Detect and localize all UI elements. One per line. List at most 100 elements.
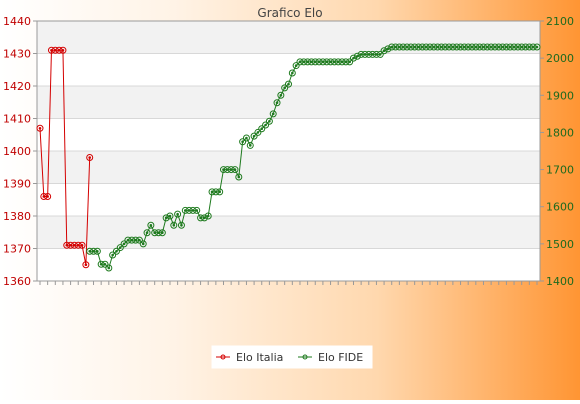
legend-label-elo-italia: Elo Italia [236,351,283,364]
data-point [376,50,384,58]
data-point [349,54,357,62]
data-point [143,229,151,237]
data-point [112,247,120,255]
left-axis-tick-label: 1380 [3,210,31,223]
data-point [36,124,44,132]
data-point [254,128,262,136]
legend-label-elo-fide: Elo FIDE [318,351,363,364]
data-point [158,229,166,237]
data-point [216,188,224,196]
data-point-core [46,195,49,198]
data-point-core [118,246,122,249]
data-point [120,240,128,248]
data-point [281,84,289,92]
data-point [193,206,201,214]
data-point-core [111,253,114,257]
data-point-core [275,101,279,105]
right-axis-tick-label: 1400 [546,275,574,288]
data-point [242,134,250,142]
data-point-core [241,140,244,144]
data-point-core [145,231,149,235]
left-axis-tick-label: 1370 [3,243,31,256]
right-axis-tick-label: 1700 [546,164,574,177]
data-point-core [149,223,153,227]
data-point [384,45,392,53]
data-point-core [115,249,118,253]
data-point-core [248,144,252,147]
data-point-core [233,168,237,171]
data-point [269,110,277,118]
data-point-core [122,242,126,246]
legend-item-elo-fide: Elo FIDE [298,351,363,364]
data-point-core [218,190,221,194]
data-point-core [206,214,210,218]
data-point [177,221,185,229]
data-point [200,214,208,222]
data-point [116,244,124,252]
data-point-core [168,214,172,218]
data-point [288,69,296,77]
data-point-core [283,86,286,90]
x-axis [39,281,538,285]
data-point [105,264,113,272]
data-point [82,261,90,269]
data-point-core [161,231,164,235]
right-axis-tick-label: 1500 [546,238,574,251]
data-point-core [252,134,256,138]
left-axis-tick-label: 1390 [3,178,31,191]
legend-box [211,345,373,369]
data-point-core [260,127,264,131]
data-point-core [103,262,107,266]
data-point [533,43,541,51]
data-point-core [84,263,88,267]
left-axis-tick-label: 1430 [3,48,31,61]
right-axis-tick-label: 1900 [546,89,574,102]
left-axis-tick-label: 1360 [3,275,31,288]
data-point [93,247,101,255]
right-axis-tick-label: 1600 [546,201,574,214]
data-point-core [176,212,179,216]
data-point [277,91,285,99]
legend-item-elo-italia: Elo Italia [216,351,283,364]
data-point [86,154,94,161]
data-point-core [96,249,99,253]
data-point-core [245,136,248,140]
data-point-core [264,123,267,127]
data-point [174,210,182,218]
grid-band [37,86,540,119]
data-point [265,117,273,125]
data-point-core [38,126,42,130]
data-point [78,241,86,249]
data-point [380,47,388,55]
series-line [89,46,537,269]
data-point-core [279,93,283,97]
left-axis-tick-label: 1400 [3,145,31,158]
chart-title: Grafico Elo [257,6,322,20]
data-point [109,251,117,259]
data-point [166,212,174,220]
data-point-core [291,71,294,75]
data-point [59,46,67,54]
data-point [170,221,178,229]
data-point [353,52,361,60]
data-point [239,138,247,146]
data-point [44,193,52,200]
grid-bands [37,21,540,249]
data-point [139,240,147,248]
data-point-core [256,131,260,134]
data-point [250,132,258,140]
right-axis-tick-label: 2100 [546,15,574,28]
series-elo-italia [36,46,94,269]
data-point-core [268,119,271,123]
right-axis-tick-label: 2000 [546,52,574,65]
data-point-core [237,175,241,179]
data-point-core [61,48,65,52]
left-axis-tick-label: 1410 [3,113,31,126]
data-point-core [80,243,84,247]
data-point [162,214,170,222]
data-point-core [294,64,298,67]
grid-band [37,21,540,54]
left-axis-tick-label: 1420 [3,80,31,93]
data-point-core [348,60,351,64]
